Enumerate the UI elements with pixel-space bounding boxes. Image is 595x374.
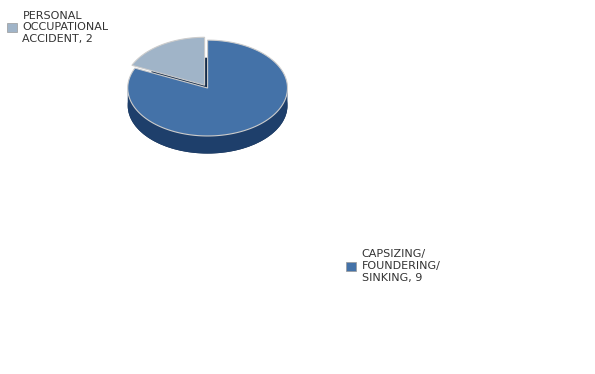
Ellipse shape (128, 58, 287, 154)
Polygon shape (132, 37, 205, 85)
Polygon shape (128, 40, 287, 136)
Legend: CAPSIZING/
FOUNDERING/
SINKING, 9: CAPSIZING/ FOUNDERING/ SINKING, 9 (342, 245, 445, 287)
Polygon shape (128, 88, 287, 154)
